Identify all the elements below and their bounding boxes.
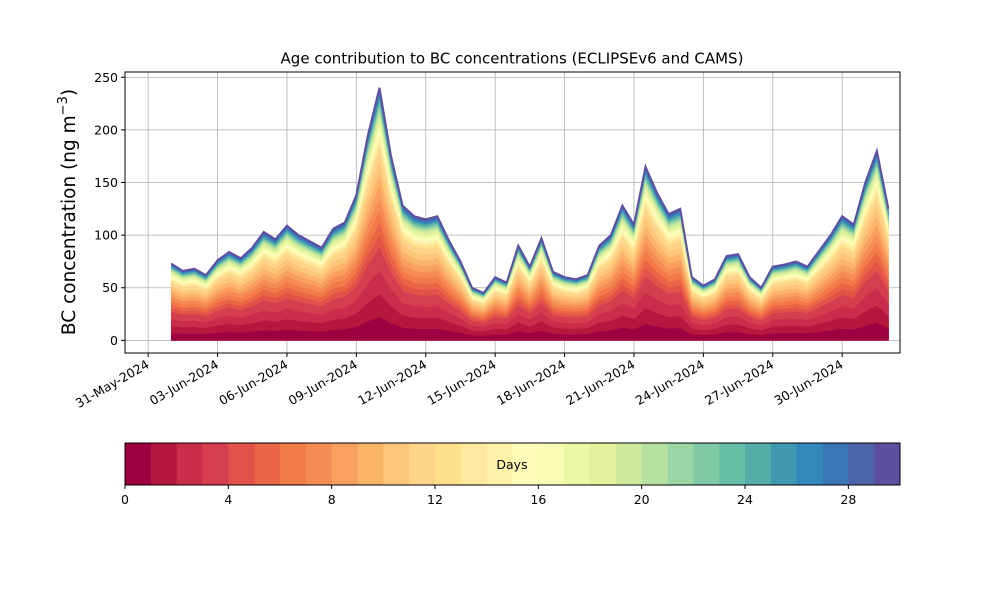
colorbar-cell xyxy=(693,443,720,485)
colorbar-tick-label: 20 xyxy=(634,492,650,507)
colorbar-tick-label: 0 xyxy=(121,492,129,507)
colorbar-cell xyxy=(770,443,798,485)
colorbar-cell xyxy=(435,443,462,485)
colorbar-cell xyxy=(564,443,591,485)
y-tick-label: 50 xyxy=(102,280,118,295)
colorbar-cell xyxy=(590,443,617,485)
colorbar-cell xyxy=(641,443,668,485)
colorbar-cell xyxy=(383,443,410,485)
colorbar-cell xyxy=(719,443,746,485)
age-band-0-days xyxy=(171,317,889,341)
colorbar-cell xyxy=(305,443,333,485)
colorbar-cell xyxy=(150,443,178,485)
y-tick-label: 0 xyxy=(110,333,118,348)
y-axis: 0 50 100 150 200 250 xyxy=(94,70,125,348)
colorbar-cell xyxy=(796,443,823,485)
colorbar-cell xyxy=(745,443,772,485)
colorbar-tick-label: 12 xyxy=(427,492,443,507)
chart-title: Age contribution to BC concentrations (E… xyxy=(281,50,744,68)
colorbar-cell xyxy=(667,443,694,485)
colorbar-cell xyxy=(822,443,849,485)
plot-frame xyxy=(124,71,901,354)
colorbar-cell xyxy=(228,443,255,485)
stacked-area xyxy=(170,87,890,341)
colorbar: Days 0 4 8 12 16 20 24 28 xyxy=(121,442,901,507)
colorbar-cell xyxy=(280,443,307,485)
colorbar-cell xyxy=(460,443,488,485)
colorbar-frame xyxy=(124,442,901,486)
colorbar-cells xyxy=(125,443,901,485)
colorbar-label: Days xyxy=(496,457,527,472)
y-tick-label: 250 xyxy=(94,70,118,85)
colorbar-tick-label: 4 xyxy=(224,492,232,507)
y-axis-label: BC concentration (ng m−3) xyxy=(56,89,80,335)
y-tick-label: 100 xyxy=(94,228,118,243)
colorbar-cell xyxy=(874,443,901,485)
colorbar-cell xyxy=(615,443,643,485)
colorbar-cell xyxy=(409,443,436,485)
colorbar-cell xyxy=(176,443,203,485)
colorbar-cell xyxy=(202,443,229,485)
colorbar-tick-label: 28 xyxy=(840,492,856,507)
y-tick-label: 150 xyxy=(94,175,118,190)
colorbar-tick-label: 16 xyxy=(530,492,546,507)
colorbar-ticks: 0 4 8 12 16 20 24 28 xyxy=(121,485,856,507)
total-line xyxy=(170,87,890,295)
colorbar-cell xyxy=(486,443,513,485)
colorbar-cell xyxy=(512,443,539,485)
colorbar-tick-label: 8 xyxy=(328,492,336,507)
colorbar-cell xyxy=(848,443,875,485)
colorbar-tick-label: 24 xyxy=(737,492,753,507)
colorbar-cell xyxy=(254,443,281,485)
colorbar-cell xyxy=(538,443,565,485)
y-tick-label: 200 xyxy=(94,122,118,137)
colorbar-cell xyxy=(357,443,384,485)
colorbar-cell xyxy=(331,443,358,485)
colorbar-cell xyxy=(125,443,152,485)
